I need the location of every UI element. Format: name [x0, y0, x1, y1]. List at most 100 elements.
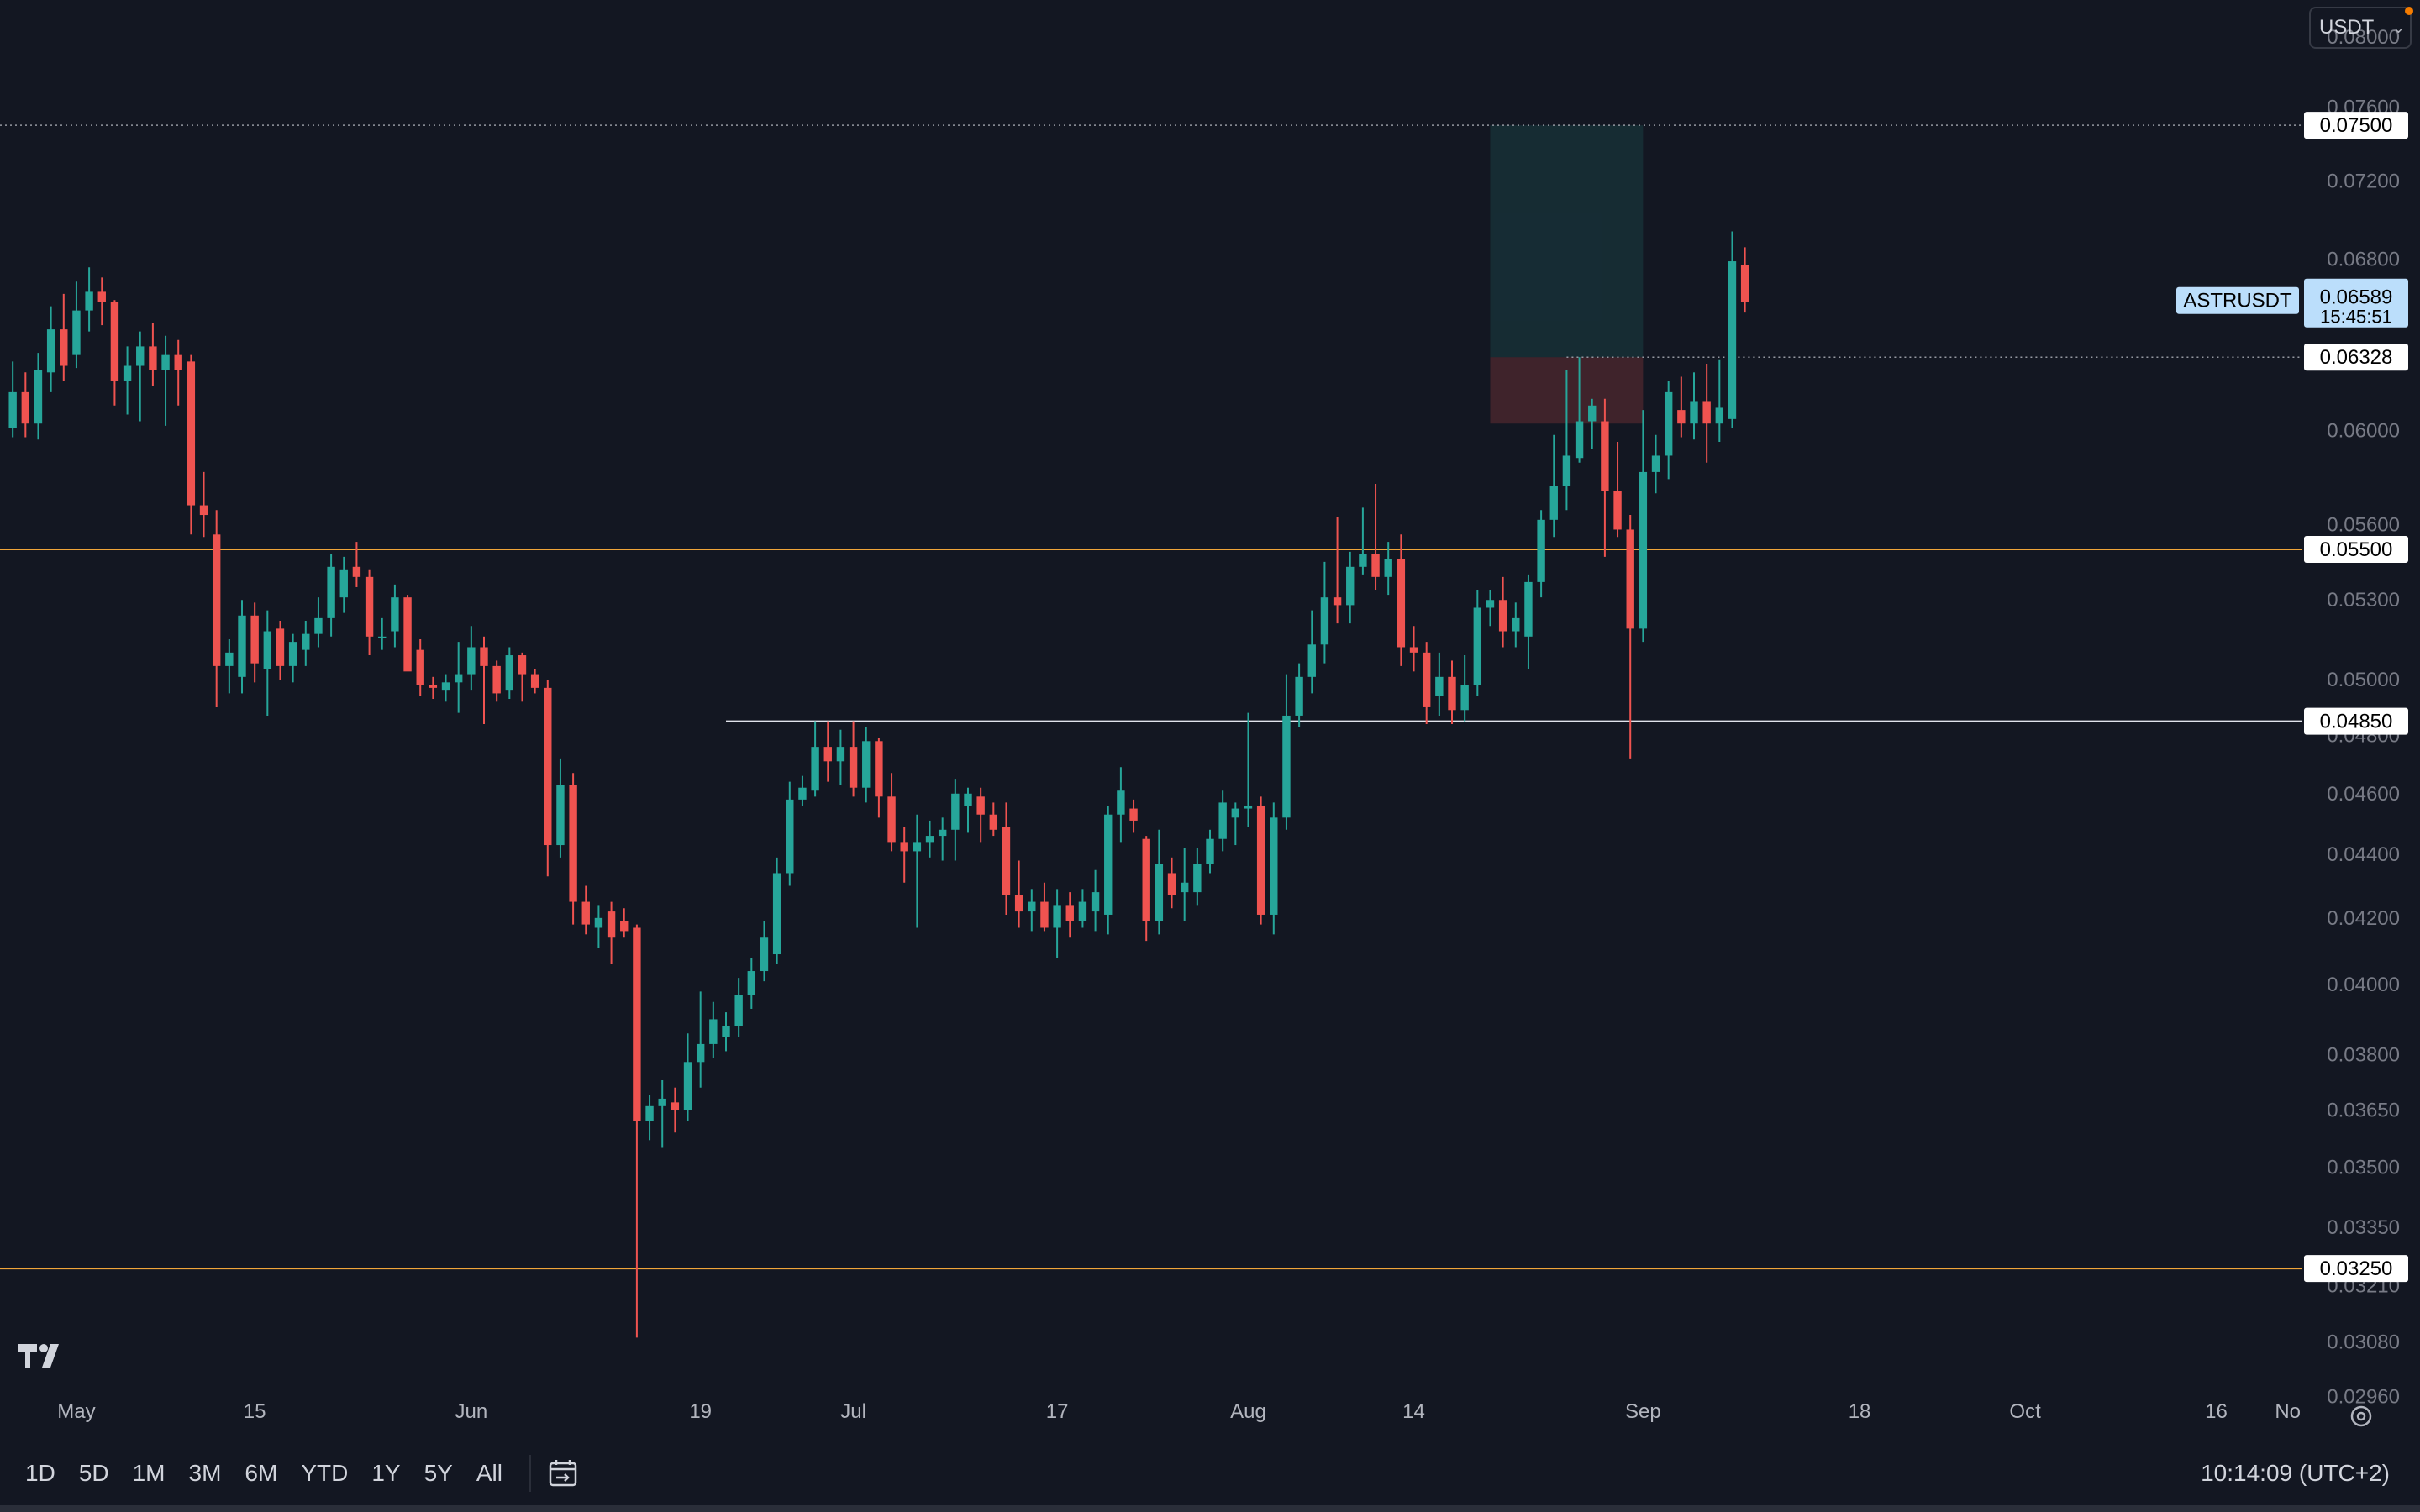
range-3m-button[interactable]: 3M	[188, 1460, 222, 1486]
chevron-down-icon: ⌄	[2391, 18, 2405, 36]
candle-body	[1256, 805, 1265, 915]
candle-body	[1371, 554, 1380, 577]
candle-body	[1690, 401, 1698, 424]
candle-body	[1117, 790, 1125, 815]
candle-body	[989, 814, 998, 830]
candle-body	[136, 346, 145, 366]
candle-body	[378, 636, 387, 638]
candle-body	[1664, 391, 1673, 456]
candle-body	[492, 665, 501, 694]
price-tick-label: 0.03800	[2327, 1044, 2400, 1067]
candle-body	[1588, 405, 1597, 422]
candle-body	[60, 329, 68, 366]
currency-selector[interactable]: USDT ⌄	[2309, 7, 2412, 49]
candle-body	[581, 901, 590, 925]
candle-body	[1359, 554, 1367, 567]
candle-body	[1448, 676, 1456, 711]
candle-body	[620, 921, 629, 932]
candle-body	[1486, 600, 1495, 608]
price-tick-label: 0.04200	[2327, 907, 2400, 930]
range-ytd-button[interactable]: YTD	[301, 1460, 349, 1486]
currency-value: USDT	[2319, 16, 2375, 39]
current-price-tag: 0.06589	[2320, 286, 2393, 309]
candle-body	[1028, 901, 1036, 912]
range-5d-button[interactable]: 5D	[78, 1460, 109, 1486]
date-tick-label: 19	[689, 1400, 712, 1423]
candle-body	[1014, 895, 1023, 912]
candle-body	[658, 1098, 666, 1106]
clock-readout[interactable]: 10:14:09 (UTC+2)	[2201, 1460, 2390, 1486]
notification-dot	[2405, 7, 2413, 15]
gear-icon[interactable]	[2350, 1405, 2372, 1427]
candle-body	[544, 687, 552, 846]
range-1d-button[interactable]: 1D	[25, 1460, 55, 1486]
price-axis[interactable]: 0.080000.076000.072000.068000.060000.056…	[2327, 26, 2400, 1408]
candle-body	[1626, 529, 1634, 629]
go-to-date-icon[interactable]	[544, 1455, 581, 1492]
candle-body	[97, 291, 106, 302]
candle-body	[187, 361, 196, 506]
candles	[8, 231, 1749, 1338]
candle-body	[1651, 455, 1660, 472]
date-tick-label: Jun	[455, 1400, 487, 1423]
candle-body	[1537, 519, 1545, 582]
candle-body	[174, 354, 182, 370]
toolbar-divider	[529, 1455, 531, 1492]
candle-body	[1193, 864, 1202, 893]
candle-body	[734, 995, 743, 1026]
target-price-tag-bg	[2304, 112, 2408, 139]
candle-body	[1677, 410, 1686, 424]
candle-body	[85, 291, 93, 311]
range-all-button[interactable]: All	[476, 1460, 502, 1486]
candle-body	[110, 302, 119, 381]
price-tick-label: 0.02960	[2327, 1385, 2400, 1408]
date-tick-label: 16	[2205, 1400, 2228, 1423]
candle-body	[900, 842, 908, 852]
level-055-tag-bg	[2304, 535, 2408, 563]
range-6m-button[interactable]: 6M	[245, 1460, 278, 1486]
date-tick-label: 15	[244, 1400, 266, 1423]
candle-body	[1512, 617, 1520, 632]
current-price-tag-bg	[2304, 278, 2408, 328]
candle-body	[391, 597, 399, 632]
candle-body	[823, 747, 832, 762]
candle-body	[1639, 471, 1648, 629]
range-1y-button[interactable]: 1Y	[371, 1460, 401, 1486]
candle-body	[288, 642, 297, 666]
range-5y-button[interactable]: 5Y	[424, 1460, 453, 1486]
symbol-label: ASTRUSDT	[2183, 290, 2292, 312]
candle-body	[1409, 647, 1418, 653]
candle-body	[760, 937, 769, 972]
candle-body	[339, 569, 348, 598]
candle-body	[1091, 892, 1100, 912]
candle-body	[1346, 566, 1355, 606]
date-tick-label: May	[57, 1400, 95, 1423]
candle-body	[454, 674, 463, 683]
candle-body	[594, 917, 603, 928]
candle-body	[352, 566, 361, 577]
candle-body	[849, 747, 858, 788]
candle-body	[1460, 685, 1469, 711]
target-price-tag: 0.07500	[2320, 114, 2393, 137]
candle-body	[938, 829, 947, 837]
date-tick-label: 18	[1849, 1400, 1871, 1423]
level-0325-tag: 0.03250	[2320, 1257, 2393, 1280]
candle-body	[212, 534, 221, 666]
candle-body	[633, 927, 641, 1121]
candle-body	[225, 652, 234, 666]
level-055-tag: 0.05500	[2320, 538, 2393, 561]
range-1m-button[interactable]: 1M	[132, 1460, 166, 1486]
candle-body	[302, 633, 310, 650]
candle-body	[913, 842, 922, 852]
time-axis[interactable]: May 15 Jun 19 Jul 17 Aug 14 Sep 18 Oct 16 No	[57, 1400, 2301, 1423]
tradingview-logo-icon[interactable]	[18, 1344, 59, 1368]
level-0485-tag: 0.04850	[2320, 711, 2393, 733]
candle-body	[1575, 421, 1584, 459]
candle-body	[1549, 486, 1558, 520]
price-tick-label: 0.04400	[2327, 843, 2400, 866]
candle-body	[1206, 838, 1214, 864]
candle-body	[314, 617, 323, 634]
date-tick-label: Sep	[1625, 1400, 1661, 1423]
date-tick-label: Jul	[840, 1400, 866, 1423]
